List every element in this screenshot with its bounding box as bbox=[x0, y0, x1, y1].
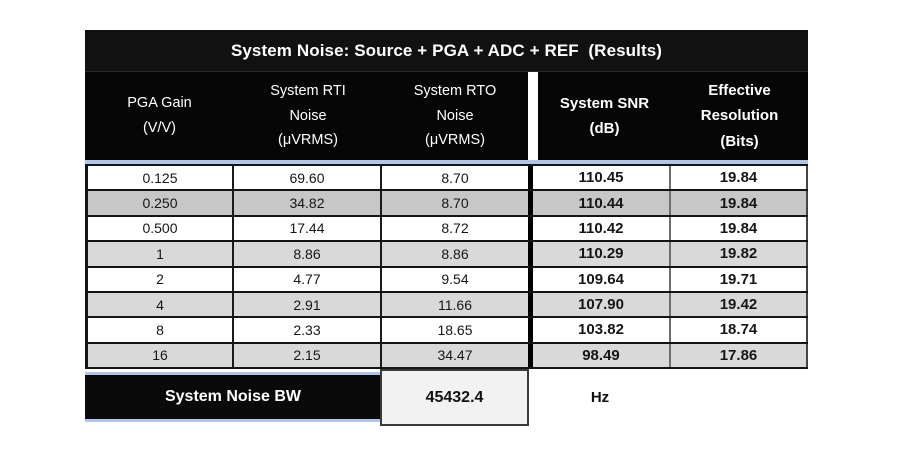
cell-resolution: 17.86 bbox=[671, 343, 808, 367]
cell-rti-noise: 8.86 bbox=[234, 242, 382, 266]
table-row: 0.250 34.82 8.70 110.44 19.84 bbox=[85, 191, 808, 217]
cell-pga-gain: 0.250 bbox=[85, 191, 234, 215]
table-row: 1 8.86 8.86 110.29 19.82 bbox=[85, 242, 808, 268]
cell-rto-noise: 11.66 bbox=[438, 296, 472, 313]
cell-resolution: 19.84 bbox=[671, 216, 808, 241]
cell-snr: 110.29 bbox=[528, 242, 671, 266]
cell-resolution: 19.84 bbox=[671, 191, 808, 215]
cell-rti-noise: 69.60 bbox=[234, 166, 382, 190]
cell-rti-noise: 2.33 bbox=[234, 318, 382, 342]
cell-rti-noise: 2.91 bbox=[234, 292, 382, 317]
noise-bw-unit: Hz bbox=[590, 388, 610, 406]
table-title: System Noise: Source + PGA + ADC + REF (… bbox=[85, 30, 808, 72]
cell-resolution: 19.82 bbox=[671, 242, 808, 266]
cell-pga-gain: 1 bbox=[85, 242, 234, 266]
cell-rto-noise: 9.54 bbox=[441, 271, 469, 288]
cell-resolution: 18.74 bbox=[671, 318, 808, 342]
cell-pga-gain: 0.500 bbox=[85, 216, 234, 241]
cell-snr: 103.82 bbox=[528, 318, 671, 342]
cell-snr: 109.64 bbox=[528, 267, 671, 291]
table-row: 2 4.77 9.54 109.64 19.71 bbox=[85, 267, 808, 293]
cell-resolution: 19.42 bbox=[671, 292, 808, 317]
cell-snr: 98.49 bbox=[528, 343, 671, 367]
cell-rto-noise: 8.86 bbox=[441, 245, 469, 262]
cell-rto-noise: 8.70 bbox=[441, 195, 469, 212]
cell-pga-gain: 2 bbox=[85, 267, 234, 291]
header-pga-gain: PGA Gain (V/V) bbox=[85, 72, 234, 160]
table-header-row: PGA Gain (V/V) System RTI Noise (μVRMS) … bbox=[85, 72, 808, 160]
header-snr: System SNR (dB) bbox=[538, 72, 671, 160]
table-row: 8 2.33 18.65 103.82 18.74 bbox=[85, 318, 808, 344]
cell-pga-gain: 16 bbox=[85, 343, 234, 367]
cell-rti-noise: 17.44 bbox=[234, 216, 382, 241]
noise-bw-label: System Noise BW bbox=[85, 372, 381, 422]
cell-rti-noise: 2.15 bbox=[234, 343, 382, 367]
table-row: 16 2.15 34.47 98.49 17.86 bbox=[85, 343, 808, 367]
cell-pga-gain: 4 bbox=[85, 292, 234, 317]
header-gap-divider bbox=[528, 72, 538, 160]
header-accent-line bbox=[85, 160, 808, 164]
table-row: 4 2.91 11.66 107.90 19.42 bbox=[85, 292, 808, 319]
table-body: 0.125 69.60 8.70 110.45 19.84 0.250 34.8… bbox=[85, 164, 808, 369]
table-row: 0.125 69.60 8.70 110.45 19.84 bbox=[85, 166, 808, 192]
header-rto-noise: System RTO Noise (μVRMS) bbox=[382, 72, 528, 160]
header-resolution: Effective Resolution (Bits) bbox=[671, 72, 808, 160]
cell-snr: 110.44 bbox=[528, 191, 671, 215]
cell-snr: 110.42 bbox=[528, 216, 671, 241]
noise-bw-section: System Noise BW 45432.4 Hz bbox=[85, 369, 808, 433]
results-table: System Noise: Source + PGA + ADC + REF (… bbox=[85, 30, 808, 433]
cell-pga-gain: 8 bbox=[85, 318, 234, 342]
cell-rto-noise: 8.70 bbox=[441, 169, 469, 186]
cell-snr: 110.45 bbox=[528, 166, 671, 190]
cell-rto-noise: 18.65 bbox=[437, 321, 473, 338]
cell-snr: 107.90 bbox=[528, 292, 671, 317]
header-rti-noise: System RTI Noise (μVRMS) bbox=[234, 72, 382, 160]
cell-rti-noise: 34.82 bbox=[234, 191, 382, 215]
noise-bw-value-box[interactable]: 45432.4 bbox=[380, 369, 529, 426]
cell-rti-noise: 4.77 bbox=[234, 267, 382, 291]
cell-resolution: 19.71 bbox=[671, 267, 808, 291]
cell-resolution: 19.84 bbox=[671, 166, 808, 190]
table-row: 0.500 17.44 8.72 110.42 19.84 bbox=[85, 216, 808, 243]
cell-pga-gain: 0.125 bbox=[85, 166, 234, 190]
cell-rto-noise: 8.72 bbox=[441, 220, 469, 237]
cell-rto-noise: 34.47 bbox=[437, 347, 473, 364]
